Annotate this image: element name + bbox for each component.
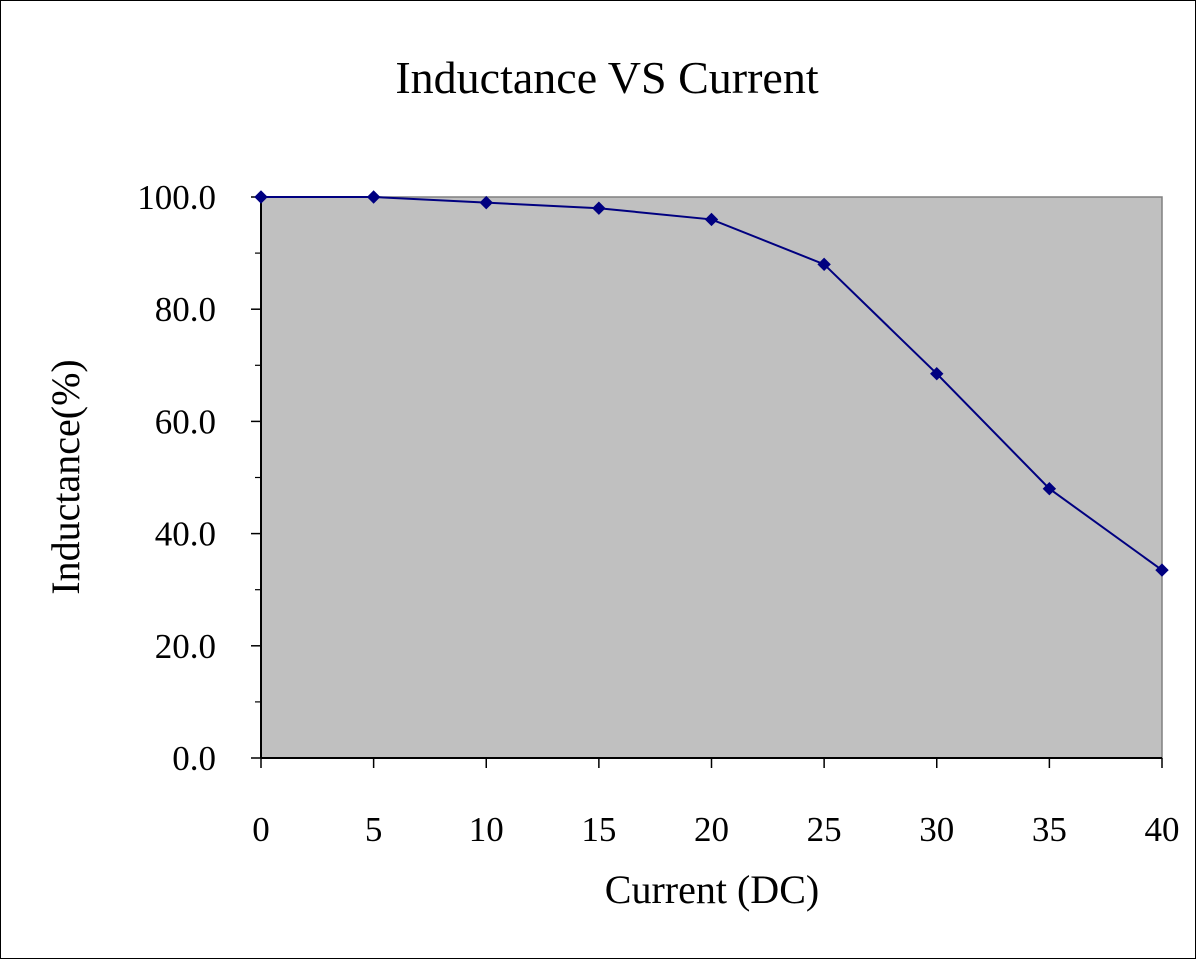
tick-labels-group: 0 5 10 15 20 25 30 35 40 0.0 20.0 40.0 60.0 80.0 100.0 (137, 178, 1179, 849)
x-tick-label: 20 (694, 810, 729, 849)
y-tick-label: 0.0 (172, 739, 216, 778)
y-tick-label: 60.0 (155, 402, 216, 441)
y-axis-label: Inductance(%) (43, 359, 88, 594)
x-tick-label: 0 (252, 810, 270, 849)
x-tick-label: 35 (1032, 810, 1067, 849)
markers-group (254, 190, 1169, 577)
data-point (817, 257, 831, 272)
data-point (479, 195, 493, 210)
data-point (1155, 563, 1169, 577)
data-point (930, 367, 944, 381)
x-tick-label: 30 (919, 810, 954, 849)
data-point (592, 201, 606, 215)
data-point (1042, 482, 1057, 496)
x-axis-label: Current (DC) (605, 867, 819, 912)
chart-title: Inductance VS Current (395, 52, 818, 103)
data-point (254, 190, 268, 204)
x-tick-label: 10 (469, 810, 504, 849)
plot-area (260, 196, 1163, 759)
data-point (366, 190, 381, 204)
x-tick-label: 25 (807, 810, 842, 849)
data-point (704, 212, 719, 227)
x-tick-label: 40 (1145, 810, 1180, 849)
y-tick-label: 100.0 (137, 178, 216, 217)
x-tick-label: 15 (581, 810, 616, 849)
x-tick-label: 5 (365, 810, 383, 849)
y-tick-label: 80.0 (155, 290, 216, 329)
y-tick-label: 20.0 (155, 627, 216, 666)
y-tick-label: 40.0 (155, 515, 216, 554)
